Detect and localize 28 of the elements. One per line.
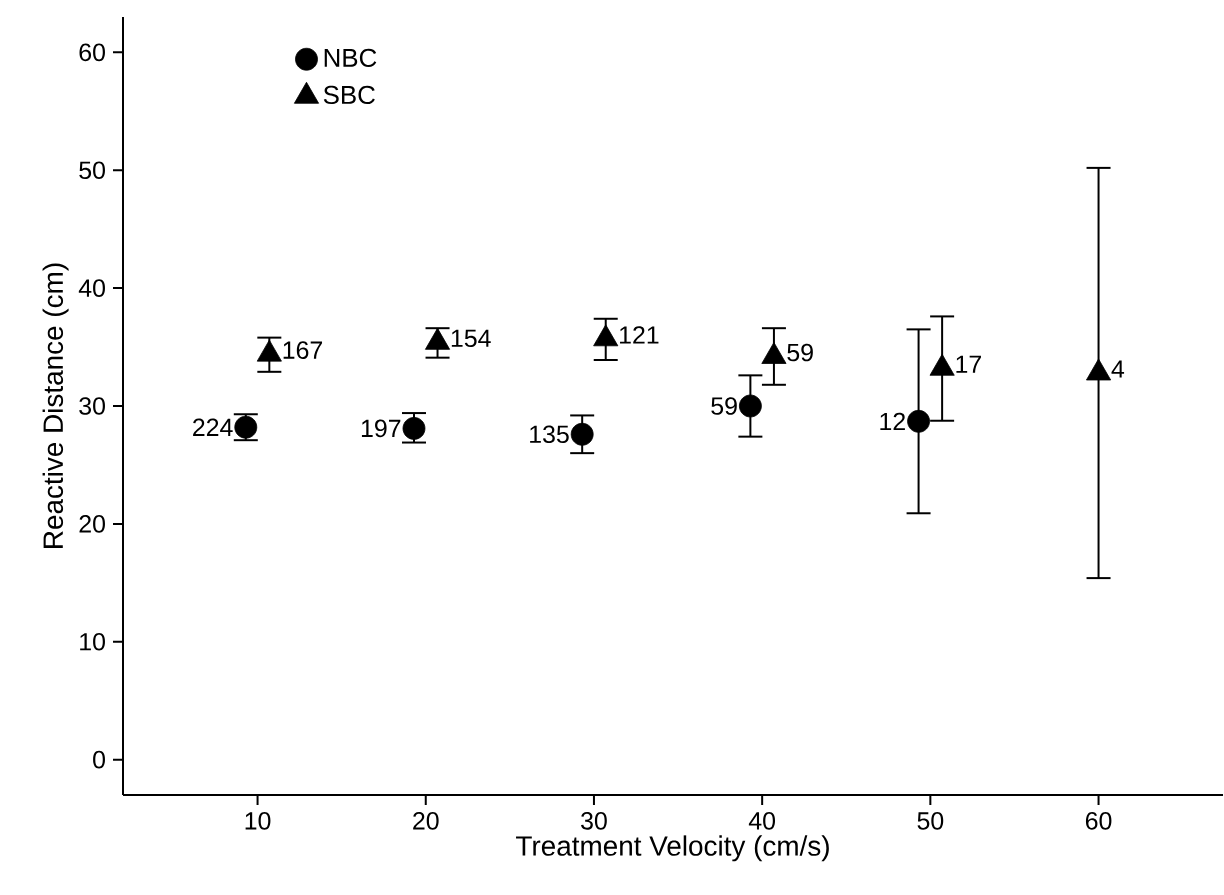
x-tick-label: 20 xyxy=(413,812,439,830)
legend-label: NBC xyxy=(324,48,377,68)
annotation: 135 xyxy=(530,425,569,444)
annotation: 224 xyxy=(193,418,233,436)
y-tick-label: 60 xyxy=(79,43,105,62)
x-tick-label: 30 xyxy=(581,812,607,830)
annotation: 59 xyxy=(787,343,813,362)
y-tick-label: 0 xyxy=(93,750,105,769)
annotation: 59 xyxy=(711,397,737,415)
y-axis-title: Reactive Distance (cm) xyxy=(42,263,69,548)
annotation: 197 xyxy=(361,419,401,438)
annotation: 121 xyxy=(620,326,659,344)
x-axis-title: Treatment Velocity (cm/s) xyxy=(516,835,829,862)
y-tick-label: 10 xyxy=(80,632,105,651)
x-tick-label: 50 xyxy=(917,812,944,830)
x-tick-label: 40 xyxy=(748,812,776,830)
legend-label: SBC xyxy=(323,85,375,105)
annotation: 167 xyxy=(283,341,323,359)
annotation: 12 xyxy=(880,412,905,431)
y-tick-label: 20 xyxy=(79,515,105,533)
y-tick-label: 40 xyxy=(78,279,105,297)
annotation: 17 xyxy=(956,355,981,373)
y-tick-label: 50 xyxy=(79,161,105,180)
annotation: 4 xyxy=(1111,360,1125,378)
annotation: 154 xyxy=(451,329,491,348)
x-tick-label: 10 xyxy=(245,812,271,830)
x-tick-label: 60 xyxy=(1085,812,1112,830)
y-tick-label: 30 xyxy=(79,397,105,415)
